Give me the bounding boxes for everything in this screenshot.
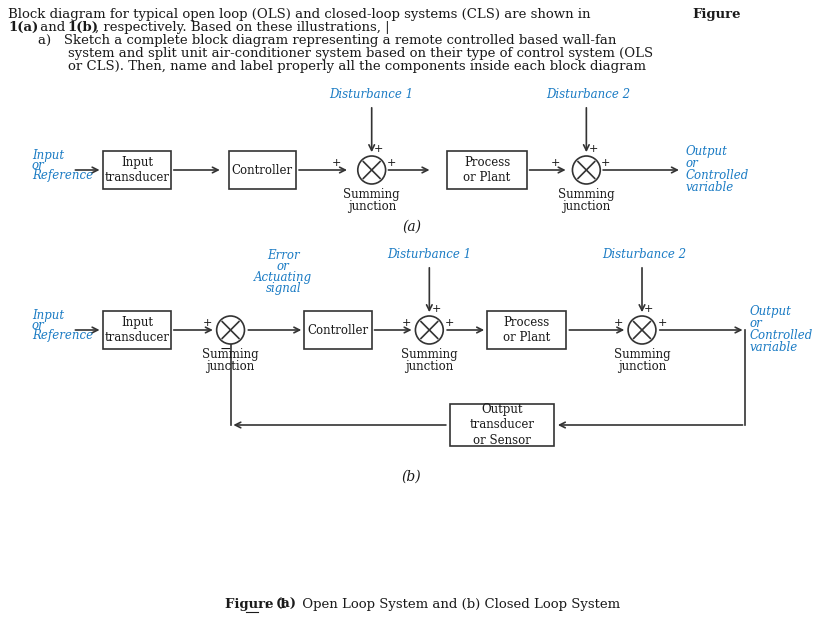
Text: Figure: Figure	[692, 8, 740, 21]
Bar	[449, 404, 553, 446]
Text: Summing: Summing	[343, 188, 400, 201]
Text: Disturbance 1: Disturbance 1	[330, 88, 413, 101]
Text: Summing: Summing	[557, 188, 614, 201]
Bar	[304, 311, 371, 349]
Circle shape	[628, 316, 655, 344]
Bar	[486, 311, 566, 349]
Text: Controller: Controller	[232, 164, 292, 176]
Text: Controlled: Controlled	[685, 169, 748, 182]
Text: Disturbance 1: Disturbance 1	[387, 248, 471, 261]
Text: +: +	[401, 318, 411, 328]
Text: +: +	[588, 144, 597, 154]
Text: 1(a): 1(a)	[8, 21, 38, 34]
Text: junction: junction	[405, 360, 453, 373]
Text: Actuating: Actuating	[254, 271, 312, 284]
Text: Output
transducer
or Sensor: Output transducer or Sensor	[469, 404, 534, 446]
Text: and: and	[36, 21, 70, 34]
Text: +: +	[600, 158, 610, 168]
Text: Controller: Controller	[307, 324, 368, 336]
Text: +: +	[550, 158, 559, 168]
Text: +: +	[331, 158, 341, 168]
Text: or: or	[685, 157, 698, 170]
Text: (a): (a)	[402, 220, 421, 234]
Text: −: −	[219, 342, 231, 356]
Text: variable: variable	[685, 181, 733, 194]
Text: Summing: Summing	[202, 348, 258, 361]
Text: +: +	[431, 304, 440, 314]
Circle shape	[216, 316, 244, 344]
Bar	[104, 311, 171, 349]
Text: Input: Input	[31, 309, 64, 322]
Text: +: +	[445, 318, 454, 328]
Text: junction: junction	[617, 360, 666, 373]
Text: Controlled: Controlled	[749, 329, 811, 342]
Text: Process
or Plant: Process or Plant	[463, 156, 510, 184]
Text: a)   Sketch a complete block diagram representing a remote controlled based wall: a) Sketch a complete block diagram repre…	[38, 34, 615, 47]
Circle shape	[415, 316, 443, 344]
Bar	[446, 151, 526, 189]
Bar	[229, 151, 296, 189]
Text: Input: Input	[31, 149, 64, 162]
Text: Summing: Summing	[401, 348, 457, 361]
Text: Output: Output	[685, 145, 727, 158]
Text: Open Loop System and (b) Closed Loop System: Open Loop System and (b) Closed Loop Sys…	[298, 598, 619, 611]
Text: system and split unit air-conditioner system based on their type of control syst: system and split unit air-conditioner sy…	[68, 47, 652, 60]
Circle shape	[572, 156, 599, 184]
Text: (b): (b)	[401, 470, 421, 484]
Text: signal: signal	[265, 282, 301, 295]
Text: :: :	[260, 598, 273, 611]
Text: +: +	[657, 318, 667, 328]
Text: Disturbance 2: Disturbance 2	[601, 248, 686, 261]
Text: +: +	[203, 318, 212, 328]
Text: variable: variable	[749, 341, 797, 354]
Text: Input
transducer: Input transducer	[104, 156, 170, 184]
Text: 1(b): 1(b)	[68, 21, 99, 34]
Text: or: or	[749, 317, 761, 330]
Text: junction: junction	[347, 200, 395, 213]
Text: Reference: Reference	[31, 329, 93, 342]
Text: Input
transducer: Input transducer	[104, 316, 170, 344]
Text: or: or	[277, 260, 289, 273]
Text: , respectively. Based on these illustrations, |: , respectively. Based on these illustrat…	[95, 21, 389, 34]
Text: +: +	[373, 144, 383, 154]
Text: Block diagram for typical open loop (OLS) and closed-loop systems (CLS) are show: Block diagram for typical open loop (OLS…	[8, 8, 594, 21]
Text: junction: junction	[561, 200, 609, 213]
Text: or CLS). Then, name and label properly all the components inside each block diag: or CLS). Then, name and label properly a…	[68, 60, 645, 73]
Text: junction: junction	[206, 360, 254, 373]
Text: Figure 1: Figure 1	[224, 598, 286, 611]
Text: or: or	[31, 159, 45, 172]
Text: or: or	[31, 319, 45, 332]
Text: Reference: Reference	[31, 169, 93, 182]
Text: Disturbance 2: Disturbance 2	[546, 88, 629, 101]
Text: Error: Error	[267, 249, 299, 262]
Circle shape	[358, 156, 385, 184]
Bar	[104, 151, 171, 189]
Text: +: +	[614, 318, 623, 328]
Text: +: +	[643, 304, 652, 314]
Text: +: +	[386, 158, 396, 168]
Text: Summing: Summing	[613, 348, 670, 361]
Text: (a): (a)	[275, 598, 296, 611]
Text: Output: Output	[749, 305, 790, 318]
Text: Process
or Plant: Process or Plant	[503, 316, 550, 344]
